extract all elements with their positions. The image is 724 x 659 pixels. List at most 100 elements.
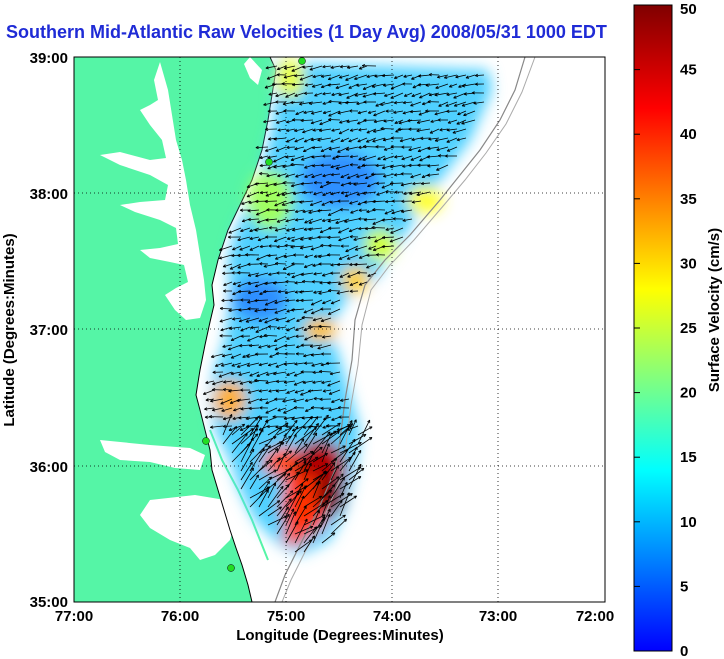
velocity-vector [338,281,350,285]
velocity-vector [274,236,287,242]
velocity-vector [313,272,323,275]
velocity-vector-head [380,128,384,131]
velocity-vector [274,200,287,207]
velocity-vector [380,128,395,130]
velocity-vector-head [322,470,326,473]
velocity-vector-head [240,335,244,338]
velocity-vector [249,416,263,436]
velocity-vector [303,308,314,314]
velocity-vector-head [259,165,263,168]
velocity-vector-head [399,140,403,143]
velocity-vector-head [331,130,335,132]
velocity-vector [338,254,350,260]
velocity-vector-head [375,165,379,168]
velocity-vector [285,425,296,427]
velocity-vector [275,254,287,260]
velocity-vector-head [317,140,321,142]
velocity-vector-head [319,371,322,374]
velocity-vector-head [273,167,277,169]
velocity-vectors [203,64,485,553]
colorbar-label: Surface Velocity (cm/s) [706,228,723,392]
velocity-vector [258,489,269,508]
velocity-vector-head [462,85,466,88]
velocity-vector-head [320,308,324,311]
velocity-vector-head [277,457,281,460]
velocity-vector [276,191,287,197]
velocity-vector [416,191,431,196]
velocity-vector [340,398,350,402]
velocity-vector [435,83,449,89]
velocity-vector-head [303,461,307,464]
velocity-vector-head [446,94,450,97]
velocity-vector-head [310,123,315,125]
plot-frame [73,56,606,603]
velocity-vector-head [311,113,315,115]
velocity-vector [299,74,314,81]
station-marker [227,564,235,572]
velocity-vector [285,425,299,445]
velocity-vector [339,420,353,445]
velocity-vector [284,290,296,294]
velocity-vector [320,146,332,152]
velocity-vector-head [219,334,223,337]
velocity-vector [312,146,323,149]
velocity-vector [276,218,287,223]
velocity-vector-head [385,110,389,113]
velocity-vector-head [348,183,352,185]
velocity-vector [258,480,270,499]
velocity-vector-head [391,200,395,203]
coastline [195,57,277,602]
velocity-vector-head [422,103,426,106]
pamlico-sound [140,495,236,560]
velocity-vector [454,101,467,107]
velocity-vector-head [248,382,253,384]
velocity-vector-head [295,211,299,213]
velocity-vector [446,128,458,131]
velocity-vector [276,427,292,436]
velocity-vector [273,164,287,168]
velocity-vector [302,380,314,384]
velocity-vector-head [420,183,425,186]
velocity-vector [417,119,431,124]
velocity-vector [337,263,350,266]
velocity-vector [417,146,431,152]
velocity-vector [436,146,449,151]
velocity-vector-head [254,417,258,420]
velocity-vector [222,344,233,348]
velocity-vector [277,128,287,131]
velocity-vector [330,424,351,436]
velocity-vector-head [331,462,335,465]
velocity-vector [353,236,368,241]
velocity-vector-head [212,383,216,386]
velocity-vector [430,119,440,123]
velocity-vector [265,380,278,384]
velocity-vector-head [210,354,214,358]
velocity-vector-head [266,175,270,178]
velocity-vector [322,389,332,392]
velocity-vector-head [212,372,216,374]
velocity-vector [249,344,260,347]
velocity-vector [296,317,305,322]
velocity-vector-head [438,155,441,158]
velocity-vector [303,495,323,508]
velocity-vector [311,173,323,178]
outer-banks [209,429,269,561]
velocity-vector-head [333,458,337,460]
velocity-vector [348,450,362,472]
velocity-vector [259,173,269,175]
velocity-vector [385,227,395,231]
velocity-vector-head [312,382,316,384]
velocity-vector-head [344,221,348,223]
velocity-vector [259,335,269,338]
velocity-vector-head [402,166,406,168]
velocity-vector-head [322,427,326,429]
velocity-vector-head [349,236,353,239]
velocity-vector [456,119,467,125]
velocity-vector [294,438,305,454]
velocity-vector-head [308,238,312,241]
velocity-vector-head [277,291,282,294]
albemarle-sound [100,440,205,470]
velocity-vector-head [373,131,377,133]
velocity-vector-head [246,443,250,446]
velocity-vector-head [283,110,287,113]
